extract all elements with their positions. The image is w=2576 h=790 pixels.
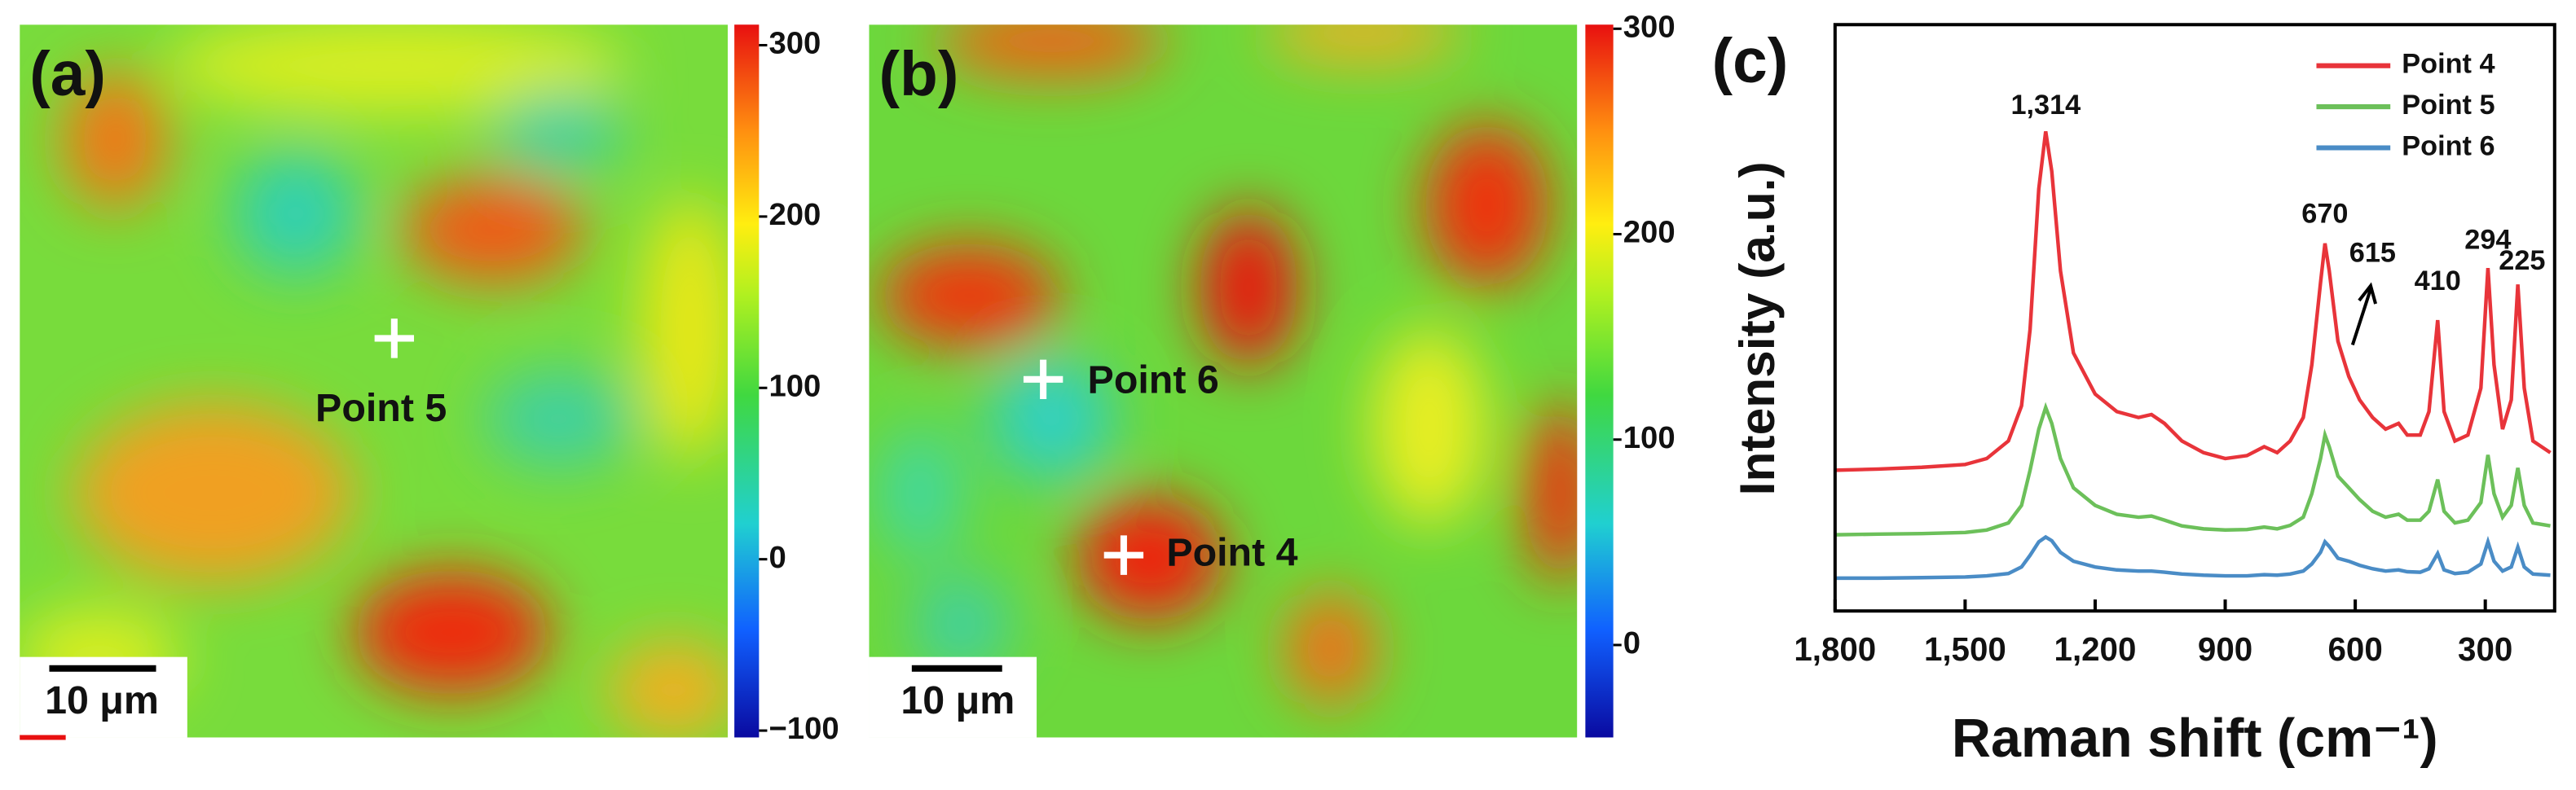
series-line bbox=[1834, 534, 2551, 581]
heatmap-a bbox=[20, 24, 729, 738]
colorbar-tick-label: 200 bbox=[768, 197, 821, 232]
colorbar-tick-label: −100 bbox=[768, 711, 839, 746]
heatmap-b bbox=[869, 24, 1578, 738]
scale-label: 10 μm bbox=[900, 678, 1015, 722]
legend-label: Point 5 bbox=[2402, 90, 2495, 121]
panel-label: (a) bbox=[29, 40, 106, 109]
plot-frame bbox=[1833, 23, 2556, 613]
x-tick-label: 300 bbox=[2458, 630, 2512, 668]
peak-label: 615 bbox=[2349, 238, 2396, 269]
x-tick-label: 900 bbox=[2198, 630, 2252, 668]
colorbar-tick-label: 100 bbox=[768, 368, 821, 403]
x-axis-title: Raman shift (cm⁻¹) bbox=[1952, 709, 2438, 769]
point-label: Point 4 bbox=[1166, 530, 1297, 574]
colorbar bbox=[734, 24, 760, 738]
colorbar-tick-label: 0 bbox=[1623, 625, 1640, 661]
point-label: Point 6 bbox=[1088, 358, 1219, 402]
peak-arrow bbox=[2350, 282, 2377, 346]
peak-label: 670 bbox=[2301, 198, 2348, 229]
panel-label: (b) bbox=[879, 40, 959, 109]
y-axis-title: Intensity (a.u.) bbox=[1729, 161, 1785, 495]
legend-label: Point 6 bbox=[2402, 131, 2495, 162]
series-line bbox=[1834, 130, 2552, 472]
peak-label: 1,314 bbox=[2010, 90, 2081, 121]
colorbar bbox=[1585, 24, 1614, 738]
colorbar-tick-label: 300 bbox=[1623, 9, 1676, 44]
peak-label: 410 bbox=[2415, 266, 2461, 296]
colorbar-tick-label: 200 bbox=[1623, 215, 1676, 250]
colorbar-tick-label: 100 bbox=[1623, 420, 1676, 455]
colorbar-tick-label: 0 bbox=[768, 540, 786, 575]
scale-label: 10 μm bbox=[45, 678, 159, 722]
point-label: Point 5 bbox=[315, 386, 447, 430]
x-tick-label: 1,500 bbox=[1924, 630, 2006, 668]
legend-label: Point 4 bbox=[2402, 49, 2495, 80]
markers bbox=[374, 318, 1144, 575]
peak-label: 225 bbox=[2499, 245, 2545, 276]
x-tick-label: 1,200 bbox=[2054, 630, 2137, 668]
x-tick-label: 600 bbox=[2327, 630, 2382, 668]
peak-label: 294 bbox=[2464, 225, 2511, 256]
panel-label: (c) bbox=[1712, 27, 1789, 96]
x-tick-label: 1,800 bbox=[1794, 630, 1876, 668]
colorbar-tick-label: 300 bbox=[768, 26, 821, 61]
series-line bbox=[1834, 402, 2551, 537]
